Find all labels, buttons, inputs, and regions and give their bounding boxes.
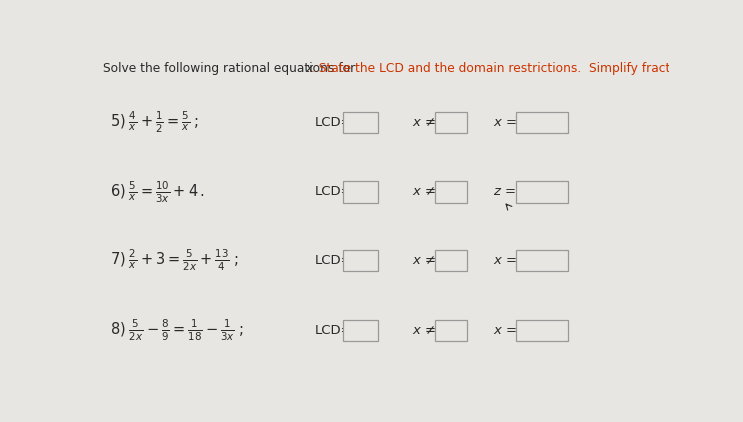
FancyBboxPatch shape [435, 250, 467, 271]
Text: Solve the following rational equations for: Solve the following rational equations f… [103, 62, 360, 75]
Text: . State the LCD and the domain restrictions.  Simplify fractions.  No de: . State the LCD and the domain restricti… [311, 62, 742, 75]
Text: $6)\;\frac{5}{x}=\frac{10}{3x}+4\,.$: $6)\;\frac{5}{x}=\frac{10}{3x}+4\,.$ [110, 179, 205, 205]
Text: LCD=: LCD= [314, 186, 352, 198]
FancyBboxPatch shape [343, 319, 378, 341]
Text: $x$: $x$ [305, 62, 314, 75]
FancyBboxPatch shape [435, 181, 467, 203]
FancyBboxPatch shape [343, 181, 378, 203]
Text: $8)\;\frac{5}{2x}-\frac{8}{9}=\frac{1}{18}-\frac{1}{3x}\;;$: $8)\;\frac{5}{2x}-\frac{8}{9}=\frac{1}{1… [110, 317, 244, 343]
FancyBboxPatch shape [516, 181, 568, 203]
FancyBboxPatch shape [435, 111, 467, 133]
Text: $x\,\neq$: $x\,\neq$ [412, 254, 437, 267]
Text: LCD=: LCD= [314, 116, 352, 129]
Text: LCD=: LCD= [314, 254, 352, 267]
Text: $\mathit{z}\,=$: $\mathit{z}\,=$ [493, 186, 516, 198]
Text: $x\,\neq$: $x\,\neq$ [412, 324, 437, 337]
Text: $x\,=$: $x\,=$ [493, 116, 518, 129]
FancyBboxPatch shape [516, 319, 568, 341]
Text: $x\,=$: $x\,=$ [493, 254, 518, 267]
Text: $x\,=$: $x\,=$ [493, 324, 518, 337]
Text: $7)\;\frac{2}{x}+3=\frac{5}{2x}+\frac{13}{4}\;;$: $7)\;\frac{2}{x}+3=\frac{5}{2x}+\frac{13… [110, 248, 239, 273]
FancyBboxPatch shape [516, 111, 568, 133]
Text: $x\,\neq$: $x\,\neq$ [412, 116, 437, 129]
FancyBboxPatch shape [343, 111, 378, 133]
FancyBboxPatch shape [435, 319, 467, 341]
Text: $x\,\neq$: $x\,\neq$ [412, 186, 437, 198]
Text: $5)\;\frac{4}{x}+\frac{1}{2}=\frac{5}{x}\;;$: $5)\;\frac{4}{x}+\frac{1}{2}=\frac{5}{x}… [110, 109, 199, 135]
Text: LCD=: LCD= [314, 324, 352, 337]
FancyBboxPatch shape [516, 250, 568, 271]
FancyBboxPatch shape [343, 250, 378, 271]
